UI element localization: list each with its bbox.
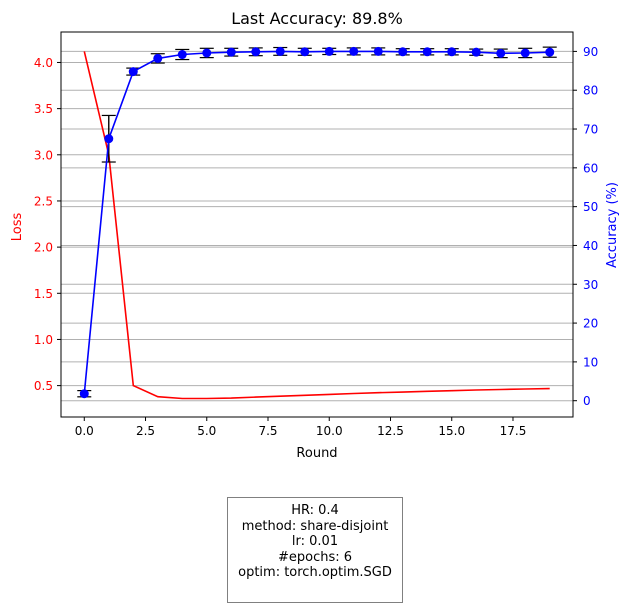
y-right-tick-label: 90 [583, 45, 598, 59]
y-right-tick-label: 0 [583, 394, 591, 408]
accuracy-point [471, 47, 481, 57]
chart: Last Accuracy: 89.8% 0.0 2.5 5.0 7.5 10.0 12.… [10, 9, 620, 461]
x-axis-label: Round [296, 446, 337, 461]
accuracy-point [545, 47, 555, 57]
accuracy-point [447, 47, 457, 57]
x-tick-label: 5.0 [197, 424, 216, 438]
chart-title: Last Accuracy: 89.8% [231, 9, 403, 28]
y-left-tick-label: 1.5 [34, 287, 53, 301]
accuracy-point [177, 50, 187, 60]
info-line-hr: HR: 0.4 [291, 503, 339, 518]
y-left-tick-label: 3.0 [34, 148, 53, 162]
loss-line [83, 51, 550, 400]
x-tick-label: 12.5 [377, 424, 404, 438]
y-left-tick-label: 1.0 [34, 333, 53, 347]
x-tick-label: 0.0 [75, 424, 94, 438]
accuracy-point [422, 47, 432, 57]
plot-frame [60, 31, 574, 418]
accuracy-line [83, 50, 550, 394]
accuracy-point [226, 47, 236, 57]
y-left-tick-label: 0.5 [34, 379, 53, 393]
y-right-tick-label: 40 [583, 239, 598, 253]
accuracy-point [275, 46, 285, 56]
accuracy-point [496, 48, 506, 58]
y-right-tick-label: 80 [583, 84, 598, 98]
x-tick-label: 15.0 [438, 424, 465, 438]
y-right-tick-label: 20 [583, 317, 598, 331]
accuracy-point [300, 47, 310, 57]
accuracy-point [398, 47, 408, 57]
accuracy-point [153, 53, 163, 63]
gridlines [61, 50, 573, 402]
x-tick-label: 10.0 [316, 424, 343, 438]
y-right-tick-label: 30 [583, 278, 598, 292]
series-layer [77, 46, 557, 400]
y-right-tick-label: 10 [583, 355, 598, 369]
accuracy-point [520, 48, 530, 58]
y-axis-label-right: Accuracy (%) [605, 182, 620, 268]
x-tick-label: 17.5 [500, 424, 527, 438]
info-line-epochs: #epochs: 6 [277, 549, 353, 565]
accuracy-point [79, 389, 89, 399]
accuracy-point [324, 46, 334, 56]
y-right-tick-label: 50 [583, 200, 598, 214]
accuracy-point [349, 46, 359, 56]
y-right-tick-label: 70 [583, 123, 598, 137]
y-left-tick-label: 2.0 [34, 241, 53, 255]
info-line-lr: lr: 0.01 [291, 534, 339, 549]
accuracy-point [128, 67, 138, 77]
y-axis-label-left: Loss [10, 213, 25, 242]
x-tick-label: 2.5 [136, 424, 155, 438]
info-box: HR: 0.4 method: share-disjoint lr: 0.01 … [227, 497, 403, 603]
y-left-tick-label: 3.5 [34, 102, 53, 116]
accuracy-point [202, 48, 212, 58]
info-line-method: method: share-disjoint [241, 518, 389, 534]
y-left-tick-label: 4.0 [34, 56, 53, 70]
info-line-optim: optim: torch.optim.SGD [238, 565, 392, 580]
accuracy-point [104, 134, 114, 144]
x-tick-label: 7.5 [258, 424, 277, 438]
y-left-tick-label: 2.5 [34, 194, 53, 208]
tick-layer: 0.0 2.5 5.0 7.5 10.0 12.5 15.0 17.5 0.5 1.0 1.5 2.0… [34, 45, 598, 438]
accuracy-point [251, 47, 261, 57]
y-right-tick-label: 60 [583, 161, 598, 175]
accuracy-point [373, 46, 383, 56]
